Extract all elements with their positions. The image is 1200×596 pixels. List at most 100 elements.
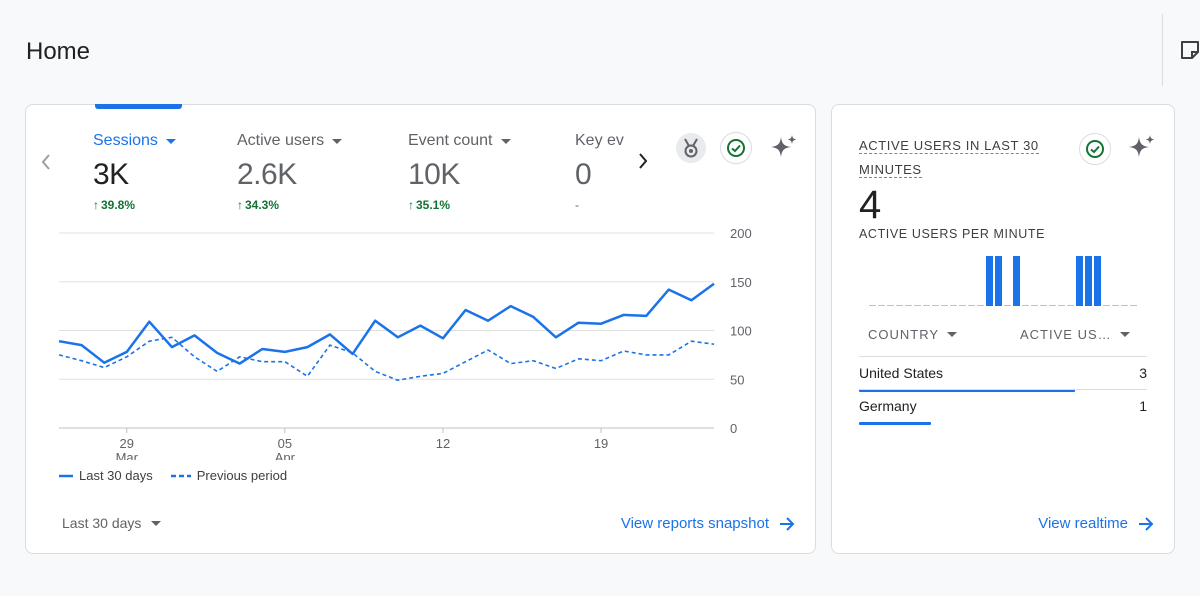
y-tick-label: 0 [730,421,737,436]
metric-sessions[interactable]: Sessions 3K ↑ 39.8% [93,132,176,212]
caret-down-icon [947,332,958,337]
metric-key-events-value: 0 [575,158,592,191]
metric-sessions-label: Sessions [93,132,176,150]
metric-active-users-value: 2.6K [237,158,297,191]
row-country: United States [859,365,944,381]
metric-active-users-label: Active users [237,132,343,150]
caret-down-icon [500,138,511,144]
metric-event-count-value: 10K [408,158,460,191]
share-bar [859,422,931,425]
metric-event-count[interactable]: Event count 10K ↑ 35.1% [408,132,511,212]
caret-down-icon [165,138,176,144]
minute-bar-empty [1112,305,1119,306]
minute-bar-empty [1067,305,1074,306]
table-row[interactable]: United States 3 [859,356,1147,392]
minute-bar-empty [932,305,939,306]
minute-bar-empty [878,305,885,306]
arrow-up-icon: ↑ [93,198,99,212]
minute-bar-empty [941,305,948,306]
minute-bar-empty [977,305,984,306]
legend-item-current: Last 30 days [59,468,153,483]
metric-label-text: Event count [408,132,493,149]
column-label: ACTIVE US… [1020,327,1112,342]
x-tick-label: 19 [594,436,608,451]
metric-key-events-label: Key ev [575,132,627,150]
arrow-right-icon [1139,516,1154,531]
x-tick-label: 05 [278,436,292,451]
metric-key-events[interactable]: Key ev 0 - [575,132,627,212]
caret-down-icon [1119,332,1130,337]
minute-bar-empty [950,305,957,306]
minute-bar-empty [1130,305,1137,306]
metric-sessions-value: 3K [93,158,129,191]
realtime-active-users-value: 4 [859,183,882,227]
x-tick-label: 29 [120,436,134,451]
row-value: 1 [1139,398,1147,414]
arrow-up-icon: ↑ [237,198,243,212]
sparkle-icon[interactable] [1128,134,1156,167]
minute-bar-empty [1049,305,1056,306]
table-row[interactable]: Germany 1 [859,389,1147,425]
metric-active-users[interactable]: Active users 2.6K ↑ 34.3% [237,132,343,212]
active-tab-indicator [95,104,182,109]
minute-bar-empty [896,305,903,306]
minute-bar-empty [959,305,966,306]
row-country: Germany [859,398,917,414]
column-header-active-users[interactable]: ACTIVE US… [1020,327,1130,342]
check-circle-icon[interactable] [1079,133,1111,165]
arrow-right-icon [780,516,795,531]
solid-line-swatch [59,474,73,477]
column-header-country[interactable]: COUNTRY [868,327,958,342]
check-circle-icon[interactable] [720,132,752,164]
minute-bar-empty [1103,305,1110,306]
change-text: 34.3% [245,198,280,212]
minute-bar-empty [968,305,975,306]
realtime-title: ACTIVE USERS IN LAST 30 MINUTES [859,134,1049,182]
minute-bar-empty [1031,305,1038,306]
dashed-line-swatch [170,474,191,477]
change-text: 35.1% [416,198,451,212]
caret-down-icon [332,138,343,144]
header-divider [1162,14,1163,86]
minute-bar-empty [1004,305,1011,306]
y-tick-label: 200 [730,226,752,241]
minute-bar-empty [1022,305,1029,306]
realtime-title-text: ACTIVE USERS IN LAST 30 MINUTES [859,138,1039,178]
column-label: COUNTRY [868,327,940,342]
minute-bar-empty [914,305,921,306]
caret-down-icon [151,520,162,526]
minute-bar-empty [887,305,894,306]
view-link-label: View reports snapshot [620,515,769,532]
x-tick-month-label: Apr [275,450,296,460]
chevron-left-icon[interactable] [34,150,58,174]
date-range-label: Last 30 days [62,515,142,531]
metric-label-text: Sessions [93,132,158,149]
note-icon[interactable] [1178,38,1200,62]
page-title: Home [26,38,91,65]
x-tick-label: 12 [436,436,450,451]
minute-bar-empty [1058,305,1065,306]
y-tick-label: 100 [730,324,752,339]
chevron-right-icon[interactable] [631,149,655,173]
row-value: 3 [1139,365,1147,381]
minute-bar [986,256,993,306]
minute-bar-empty [1121,305,1128,306]
metric-sessions-change: ↑ 39.8% [93,198,176,212]
y-tick-label: 150 [730,275,752,290]
minute-bar [1076,256,1083,306]
realtime-card: ACTIVE USERS IN LAST 30 MINUTES 4 ACTIVE… [831,104,1175,554]
arrow-up-icon: ↑ [408,198,414,212]
date-range-select[interactable]: Last 30 days [62,515,162,531]
minute-bar-empty [869,305,876,306]
share-bar [859,389,1075,392]
medal-icon[interactable] [676,133,706,163]
metric-label-text: Active users [237,132,325,149]
chart-legend: Last 30 days Previous period [59,468,287,483]
y-tick-label: 50 [730,372,744,387]
view-reports-snapshot-link[interactable]: View reports snapshot [621,515,795,532]
view-realtime-link[interactable]: View realtime [1038,515,1154,532]
sparkle-icon[interactable] [770,134,798,167]
legend-item-previous: Previous period [170,468,287,483]
minute-bar [1094,256,1101,306]
